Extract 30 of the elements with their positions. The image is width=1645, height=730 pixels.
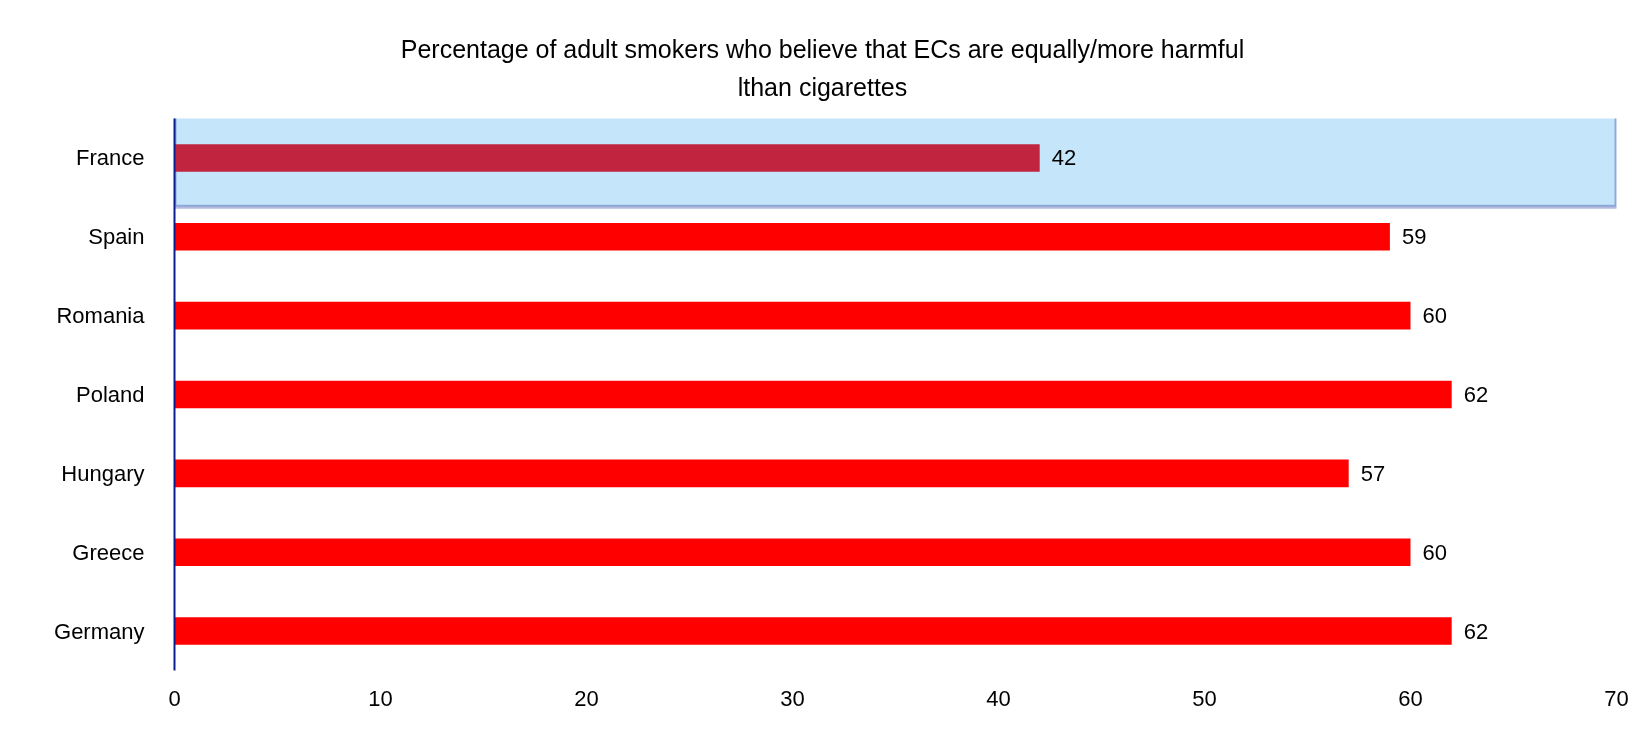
data-label: 60 — [1422, 303, 1447, 329]
bar — [174, 459, 1349, 488]
data-label: 42 — [1051, 145, 1077, 171]
y-tick-label: Hungary — [61, 460, 145, 486]
y-tick-label: Spain — [88, 224, 145, 250]
y-tick-label: Germany — [54, 618, 145, 644]
data-label: 57 — [1360, 460, 1386, 486]
bar — [174, 617, 1452, 645]
y-tick-label: Romania — [56, 303, 146, 329]
x-tick-label: 70 — [1604, 685, 1629, 711]
x-tick-label: 0 — [168, 685, 181, 711]
x-tick-label: 10 — [368, 685, 393, 711]
chart-title: Percentage of adult smokers who believe that ECs are equally/more harmful lthan cigarettes — [400, 34, 1245, 103]
y-tick-label: France — [76, 145, 145, 171]
x-tick-label: 60 — [1398, 685, 1423, 711]
data-label: 62 — [1463, 382, 1489, 407]
bar — [174, 380, 1452, 409]
bar — [174, 301, 1411, 330]
bar — [174, 222, 1390, 251]
x-tick-label: 30 — [780, 685, 805, 711]
y-tick-label: Greece — [72, 539, 145, 565]
x-tick-label: 20 — [574, 685, 599, 711]
data-label: 60 — [1422, 539, 1447, 565]
data-label: 62 — [1463, 618, 1489, 644]
bar — [174, 144, 1040, 172]
y-tick-label: Poland — [76, 382, 145, 407]
data-label: 59 — [1401, 224, 1427, 250]
x-tick-label: 40 — [986, 685, 1011, 711]
x-tick-label: 50 — [1192, 685, 1217, 711]
bar — [174, 538, 1411, 567]
